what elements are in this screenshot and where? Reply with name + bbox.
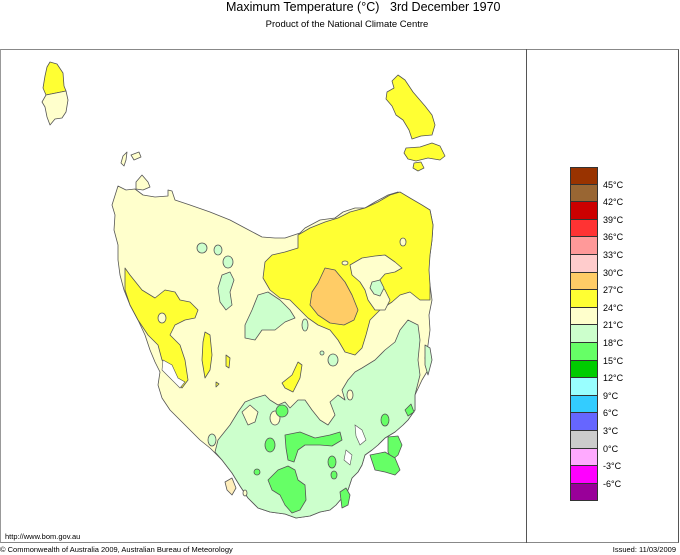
legend-swatch: 15°C	[570, 342, 623, 366]
legend-swatch: 0°C	[570, 430, 618, 454]
legend-label: 15°C	[603, 355, 624, 366]
legend-swatch: 33°C	[570, 237, 623, 260]
legend-label: 33°C	[603, 249, 624, 260]
legend-swatch: 39°C	[570, 202, 623, 225]
legend-swatch: 24°C	[570, 290, 623, 313]
copyright-notice: © Commonwealth of Australia 2009, Austra…	[0, 545, 233, 554]
legend-swatch: 27°C	[570, 272, 623, 295]
legend-label: 21°C	[603, 320, 624, 331]
legend-label: 39°C	[603, 214, 624, 225]
legend-swatch: -3°C	[570, 448, 621, 471]
legend-swatch: 45°C	[570, 167, 623, 190]
legend-label: 45°C	[603, 179, 624, 190]
legend-label: 36°C	[603, 232, 624, 243]
king-island	[41, 61, 69, 126]
legend-label: -6°C	[603, 478, 622, 489]
legend-label: 18°C	[603, 337, 624, 348]
legend-swatch: 9°C	[570, 378, 618, 401]
legend-label: 27°C	[603, 285, 624, 296]
issued-date: Issued: 11/03/2009	[612, 545, 676, 554]
legend-label: 12°C	[603, 373, 624, 384]
legend-swatch: 12°C	[570, 360, 623, 383]
legend-label: 0°C	[603, 443, 619, 454]
flinders-island	[385, 74, 446, 172]
legend-label: 42°C	[603, 197, 624, 208]
temperature-legend: 45°C 42°C 39°C 36°C 33°C 30°C 27°C 24°C …	[570, 167, 623, 502]
legend-swatch: 3°C	[570, 413, 618, 436]
legend-swatch	[570, 483, 598, 502]
legend-label: 24°C	[603, 302, 624, 313]
date-text: 3rd December 1970	[390, 0, 501, 14]
legend-label: -3°C	[603, 461, 622, 472]
legend-swatch: 42°C	[570, 184, 623, 207]
temperature-map	[41, 61, 446, 519]
legend-swatch: 30°C	[570, 254, 623, 278]
source-url[interactable]: http://www.bom.gov.au	[5, 532, 81, 541]
legend-swatch: 36°C	[570, 219, 623, 242]
legend-swatch: 18°C	[570, 325, 623, 348]
legend-label: 9°C	[603, 390, 619, 401]
legend-label: 6°C	[603, 408, 619, 419]
legend-divider	[526, 49, 527, 543]
legend-label: 30°C	[603, 267, 624, 278]
map-frame	[0, 49, 679, 543]
legend-label: 3°C	[603, 425, 619, 436]
map-title: Maximum Temperature (°C) 3rd December 19…	[0, 0, 680, 18]
legend-swatch: 21°C	[570, 307, 623, 330]
subtitle: Product of the National Climate Centre	[265, 19, 429, 30]
legend-swatch: 6°C	[570, 395, 618, 418]
legend-swatch: -6°C	[570, 466, 621, 489]
title-text: Maximum Temperature (°C)	[226, 0, 380, 14]
